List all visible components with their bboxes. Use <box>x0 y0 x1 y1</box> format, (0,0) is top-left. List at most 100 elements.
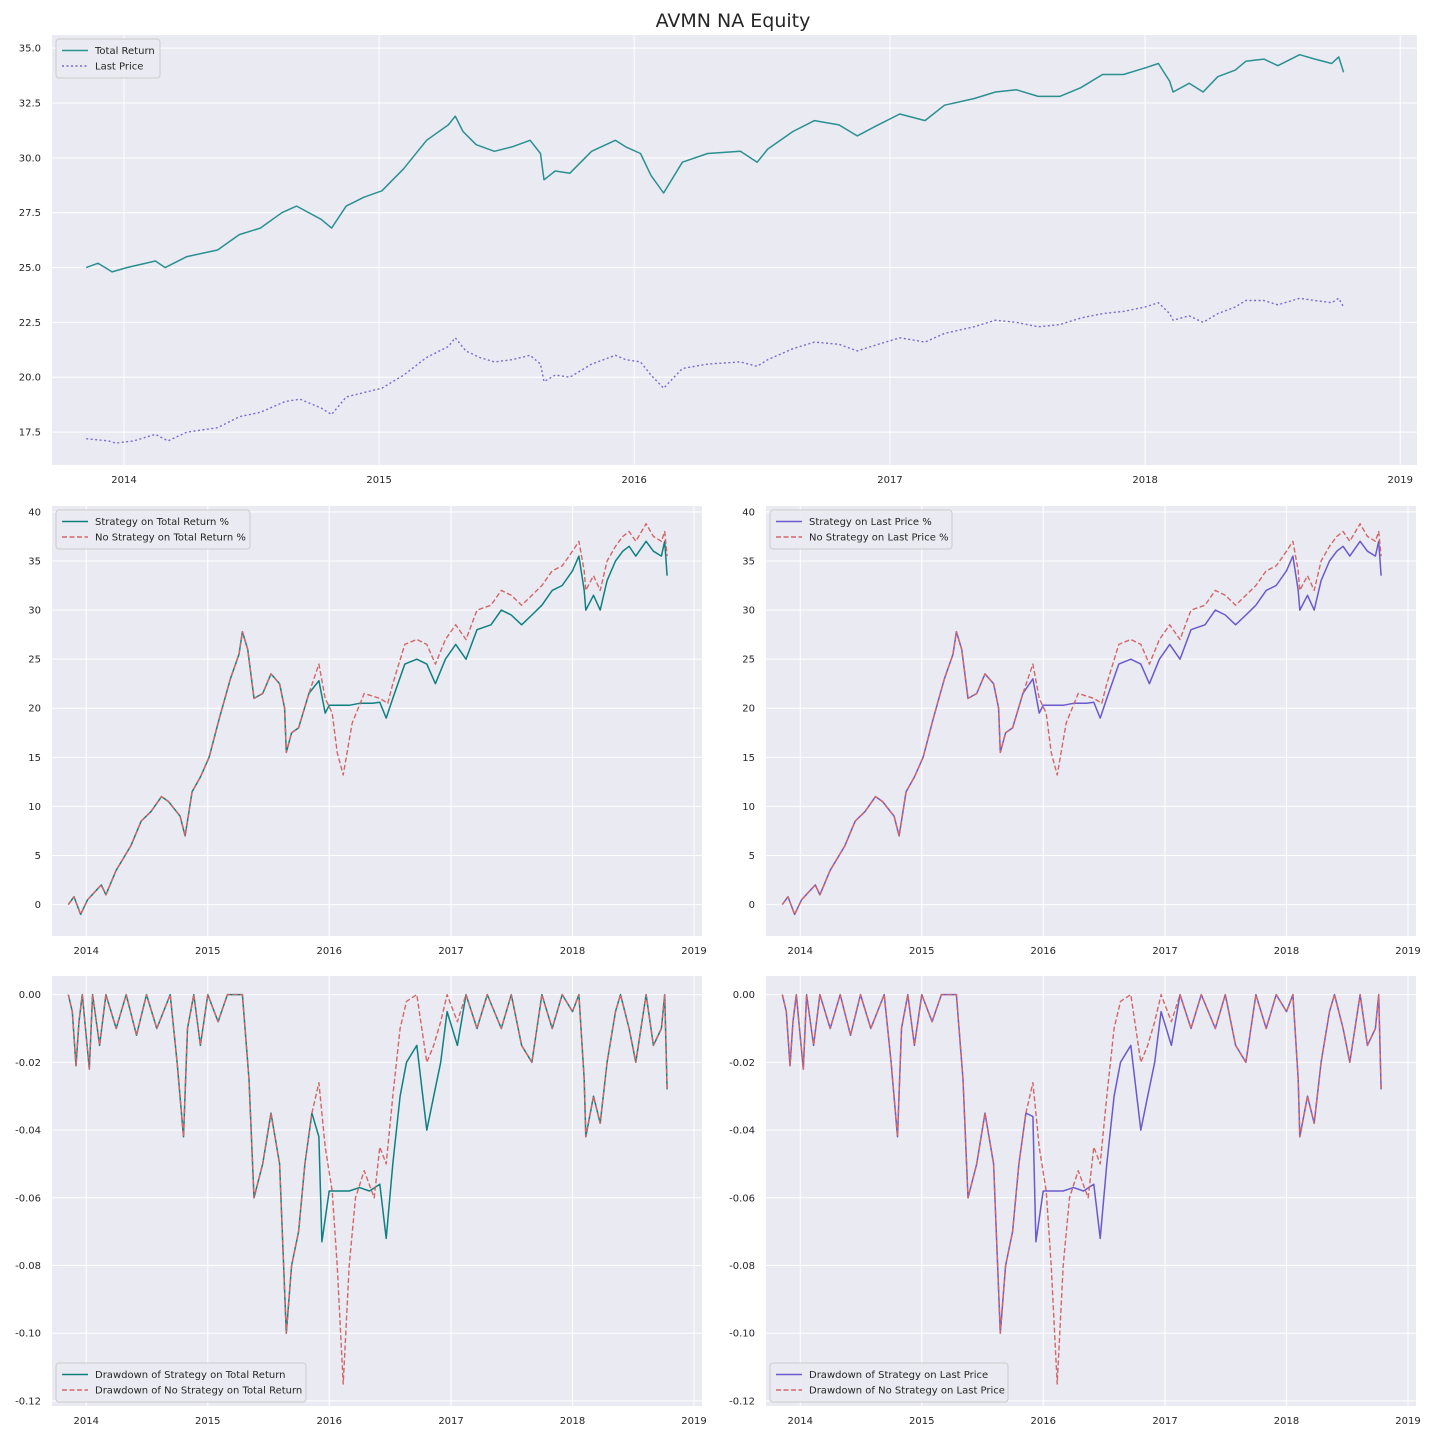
x-tick-label: 2014 <box>111 475 136 486</box>
y-tick-label: -0.10 <box>15 1329 41 1340</box>
y-tick-label: 20 <box>28 704 41 715</box>
x-tick-label: 2019 <box>1387 475 1412 486</box>
series-group <box>67 993 668 1385</box>
y-tick-label: 32.5 <box>19 99 41 110</box>
chart-strategy_last_price: 0 5 10 15 20 25 30 35 40 2014 2015 2016 2017 2018 2019… <box>742 506 1421 957</box>
series-group <box>67 523 668 916</box>
x-tick-label: 2015 <box>195 946 220 957</box>
x-tick-label: 2018 <box>1274 946 1299 957</box>
y-tick-label: 22.5 <box>19 318 41 329</box>
y-tick-label: -0.10 <box>729 1329 755 1340</box>
y-tick-label: 5 <box>35 851 41 862</box>
y-tick-label: -0.12 <box>15 1396 41 1407</box>
x-tick-label: 2017 <box>1152 946 1177 957</box>
y-tick-label: 20.0 <box>19 373 41 384</box>
plot-area <box>766 976 1416 1406</box>
figure-title: AVMN NA Equity <box>656 10 811 32</box>
x-tick-label: 2016 <box>317 1416 342 1427</box>
legend-label: Strategy on Total Return % <box>95 517 229 528</box>
x-tick-label: 2016 <box>621 475 646 486</box>
series-line-1 <box>86 297 1345 444</box>
x-tick-label: 2017 <box>877 475 902 486</box>
x-tick-label: 2014 <box>74 1416 99 1427</box>
y-tick-label: -0.06 <box>729 1193 755 1204</box>
plot-area <box>766 506 1416 936</box>
y-tick-label: 40 <box>742 507 755 518</box>
legend-box <box>769 1362 1009 1403</box>
legend: Drawdown of Strategy on Last Price Drawdo… <box>769 1362 1009 1403</box>
legend: Drawdown of Strategy on Total Return Draw… <box>55 1362 307 1403</box>
legend-label: Strategy on Last Price % <box>809 517 932 528</box>
y-tick-label: 17.5 <box>19 428 41 439</box>
legend-label: Drawdown of No Strategy on Last Price <box>809 1386 1005 1397</box>
y-tick-label: 20 <box>742 704 755 715</box>
x-tick-label: 2019 <box>681 1416 706 1427</box>
y-tick-label: 35.0 <box>19 44 41 55</box>
y-tick-label: -0.12 <box>729 1396 755 1407</box>
legend: Strategy on Last Price % No Strategy on L… <box>769 509 953 550</box>
y-tick-label: 15 <box>28 753 41 764</box>
x-tick-label: 2014 <box>788 1416 813 1427</box>
chart-strategy_total_return: 0 5 10 15 20 25 30 35 40 2014 2015 2016 2017 2018 2019… <box>28 506 707 957</box>
y-tick-label: 0 <box>35 900 41 911</box>
legend-label: No Strategy on Last Price % <box>809 533 949 544</box>
plot-area <box>52 35 1417 465</box>
x-tick-label: 2014 <box>74 946 99 957</box>
y-tick-label: 15 <box>742 753 755 764</box>
y-tick-label: -0.08 <box>729 1261 755 1272</box>
legend-label: Drawdown of No Strategy on Total Return <box>95 1386 302 1397</box>
y-tick-label: 0.00 <box>733 990 755 1001</box>
y-tick-label: -0.08 <box>15 1261 41 1272</box>
x-tick-label: 2018 <box>560 1416 585 1427</box>
y-tick-label: 30.0 <box>19 153 41 164</box>
series-line-1 <box>67 523 668 916</box>
y-tick-label: 35 <box>28 556 41 567</box>
x-tick-label: 2017 <box>438 946 463 957</box>
y-tick-label: 30 <box>28 606 41 617</box>
x-tick-label: 2018 <box>560 946 585 957</box>
y-tick-label: 0 <box>749 900 755 911</box>
y-tick-label: -0.02 <box>729 1058 755 1069</box>
y-tick-label: 5 <box>749 851 755 862</box>
plot-area <box>52 506 702 936</box>
y-tick-label: 27.5 <box>19 208 41 219</box>
legend-label: No Strategy on Total Return % <box>95 533 246 544</box>
legend-label: Drawdown of Strategy on Last Price <box>809 1370 988 1381</box>
chart-price: 17.5 20.0 22.5 25.0 27.5 30.0 32.5 35.0 2014 2015… <box>19 35 1417 486</box>
x-tick-label: 2015 <box>909 946 934 957</box>
x-tick-label: 2017 <box>1152 1416 1177 1427</box>
x-tick-label: 2014 <box>788 946 813 957</box>
chart-drawdown_last_price: -0.12 -0.10 -0.08 -0.06 -0.04 -0.02 0.00 2014 20… <box>729 976 1421 1427</box>
x-tick-label: 2015 <box>195 1416 220 1427</box>
y-tick-label: 40 <box>28 507 41 518</box>
plot-area <box>52 976 702 1406</box>
x-tick-label: 2016 <box>317 946 342 957</box>
y-tick-label: 10 <box>28 802 41 813</box>
legend: Total Return Last Price <box>55 38 161 79</box>
y-tick-label: 0.00 <box>19 990 41 1001</box>
legend-label: Drawdown of Strategy on Total Return <box>95 1370 285 1381</box>
legend-box <box>55 509 251 550</box>
y-tick-label: -0.04 <box>729 1126 755 1137</box>
y-tick-label: 10 <box>742 802 755 813</box>
y-tick-label: 25.0 <box>19 263 41 274</box>
y-tick-label: 25 <box>742 655 755 666</box>
x-tick-label: 2017 <box>438 1416 463 1427</box>
x-tick-label: 2018 <box>1132 475 1157 486</box>
y-tick-label: 25 <box>28 655 41 666</box>
y-tick-label: 35 <box>742 556 755 567</box>
y-tick-label: -0.02 <box>15 1058 41 1069</box>
series-line-0 <box>85 53 1345 273</box>
x-tick-label: 2016 <box>1031 946 1056 957</box>
x-tick-label: 2015 <box>366 475 391 486</box>
y-tick-label: -0.06 <box>15 1193 41 1204</box>
legend: Strategy on Total Return % No Strategy on… <box>55 509 251 550</box>
y-tick-label: 30 <box>742 606 755 617</box>
legend-box <box>769 509 953 550</box>
series-group <box>781 993 1382 1385</box>
x-tick-label: 2018 <box>1274 1416 1299 1427</box>
legend-box <box>55 1362 307 1403</box>
x-tick-label: 2016 <box>1031 1416 1056 1427</box>
series-group <box>85 53 1345 444</box>
